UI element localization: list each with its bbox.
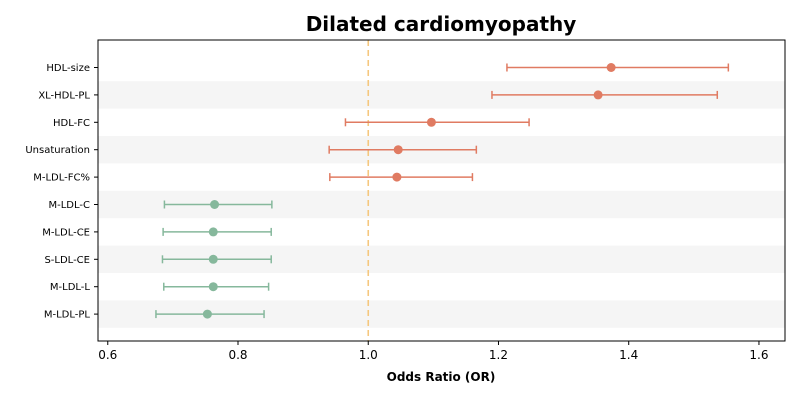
x-tick-label: 1.4 xyxy=(619,348,638,362)
or-point xyxy=(202,309,212,319)
or-point xyxy=(208,254,218,264)
plot-frame xyxy=(97,39,786,342)
y-tick-label: M-LDL-FC% xyxy=(33,173,90,184)
x-tick-label: 1.2 xyxy=(489,348,508,362)
data-row-s-ldl-ce xyxy=(161,254,272,264)
y-tick-label: HDL-size xyxy=(46,63,90,74)
data-row-m-ldl-fc- xyxy=(329,172,474,182)
or-point xyxy=(392,172,402,182)
y-tick-label: M-LDL-L xyxy=(50,282,91,293)
x-axis-label: Odds Ratio (OR) xyxy=(387,370,496,384)
x-tick-label: 1.0 xyxy=(359,348,378,362)
or-point xyxy=(606,63,616,72)
data-row-hdl-size xyxy=(506,63,730,72)
or-point xyxy=(393,145,403,155)
x-axis: 0.6 0.8 1.0 1.2 1.4 1.6 xyxy=(98,341,768,362)
data-row-m-ldl-ce xyxy=(162,227,272,237)
x-tick-label: 0.8 xyxy=(228,348,247,362)
y-tick-label: XL-HDL-PL xyxy=(38,90,90,101)
x-tick-label: 0.6 xyxy=(98,348,117,362)
y-tick-label: M-LDL-PL xyxy=(44,310,91,321)
data-row-unsaturation xyxy=(328,145,478,155)
or-point xyxy=(208,227,218,237)
or-point xyxy=(208,282,218,292)
or-point xyxy=(426,117,436,127)
y-tick-label: M-LDL-CE xyxy=(42,227,90,238)
y-axis: HDL-size XL-HDL-PL HDL-FC Unsaturation M-LDL… xyxy=(25,63,98,321)
or-point xyxy=(593,90,603,100)
chart-title: Dilated cardiomyopathy xyxy=(306,12,577,36)
y-tick-label: HDL-FC xyxy=(53,118,90,129)
data-row-m-ldl-l xyxy=(163,282,270,292)
data-row-xl-hdl-pl xyxy=(491,90,719,100)
y-tick-label: S-LDL-CE xyxy=(44,255,90,266)
data-marks xyxy=(155,63,730,319)
y-tick-label: M-LDL-C xyxy=(49,200,91,211)
or-point xyxy=(210,200,220,209)
data-row-m-ldl-c xyxy=(163,200,273,209)
y-tick-label: Unsaturation xyxy=(25,145,90,156)
data-row-hdl-fc xyxy=(344,117,530,127)
data-row-m-ldl-pl xyxy=(155,309,265,319)
x-tick-label: 1.6 xyxy=(749,348,768,362)
